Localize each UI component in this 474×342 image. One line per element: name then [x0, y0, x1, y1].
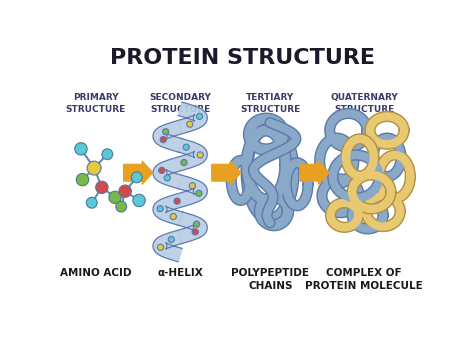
Polygon shape — [178, 175, 207, 207]
Polygon shape — [153, 231, 182, 262]
Circle shape — [75, 143, 87, 155]
Circle shape — [119, 185, 131, 197]
Circle shape — [196, 113, 203, 119]
Circle shape — [189, 183, 195, 189]
Circle shape — [102, 149, 113, 160]
Circle shape — [196, 190, 202, 196]
Polygon shape — [177, 212, 207, 244]
Circle shape — [157, 206, 163, 212]
Polygon shape — [178, 139, 207, 170]
Text: α-HELIX: α-HELIX — [157, 268, 203, 278]
Text: AMINO ACID: AMINO ACID — [60, 268, 132, 278]
Text: PRIMARY
STRUCTURE: PRIMARY STRUCTURE — [66, 93, 126, 114]
Circle shape — [133, 194, 145, 207]
Text: POLYPEPTIDE
CHAINS: POLYPEPTIDE CHAINS — [231, 268, 310, 291]
Circle shape — [109, 191, 121, 203]
Circle shape — [164, 175, 170, 181]
Polygon shape — [153, 120, 182, 152]
Circle shape — [181, 159, 187, 166]
Circle shape — [174, 198, 180, 204]
Circle shape — [87, 161, 101, 175]
Circle shape — [157, 244, 164, 250]
Polygon shape — [178, 102, 207, 134]
Circle shape — [168, 236, 174, 242]
Circle shape — [183, 144, 189, 150]
Text: QUATERNARY
STRUCTURE: QUATERNARY STRUCTURE — [330, 93, 398, 114]
FancyArrow shape — [124, 161, 153, 185]
Circle shape — [96, 181, 108, 194]
Text: TERTIARY
STRUCTURE: TERTIARY STRUCTURE — [240, 93, 301, 114]
Polygon shape — [153, 194, 183, 225]
Circle shape — [187, 121, 193, 127]
Circle shape — [86, 197, 97, 208]
Circle shape — [116, 201, 127, 212]
Circle shape — [197, 152, 203, 158]
Text: SECONDARY
STRUCTURE: SECONDARY STRUCTURE — [149, 93, 211, 114]
FancyArrow shape — [212, 161, 241, 185]
Polygon shape — [153, 157, 182, 189]
Circle shape — [163, 129, 169, 135]
Circle shape — [160, 136, 166, 143]
Text: PROTEIN STRUCTURE: PROTEIN STRUCTURE — [110, 48, 375, 68]
Circle shape — [159, 167, 165, 173]
Circle shape — [193, 221, 200, 227]
FancyArrow shape — [300, 161, 329, 185]
Circle shape — [76, 173, 89, 186]
Circle shape — [192, 229, 198, 235]
Circle shape — [131, 172, 142, 183]
Circle shape — [170, 213, 176, 220]
Text: COMPLEX OF
PROTEIN MOLECULE: COMPLEX OF PROTEIN MOLECULE — [305, 268, 423, 291]
